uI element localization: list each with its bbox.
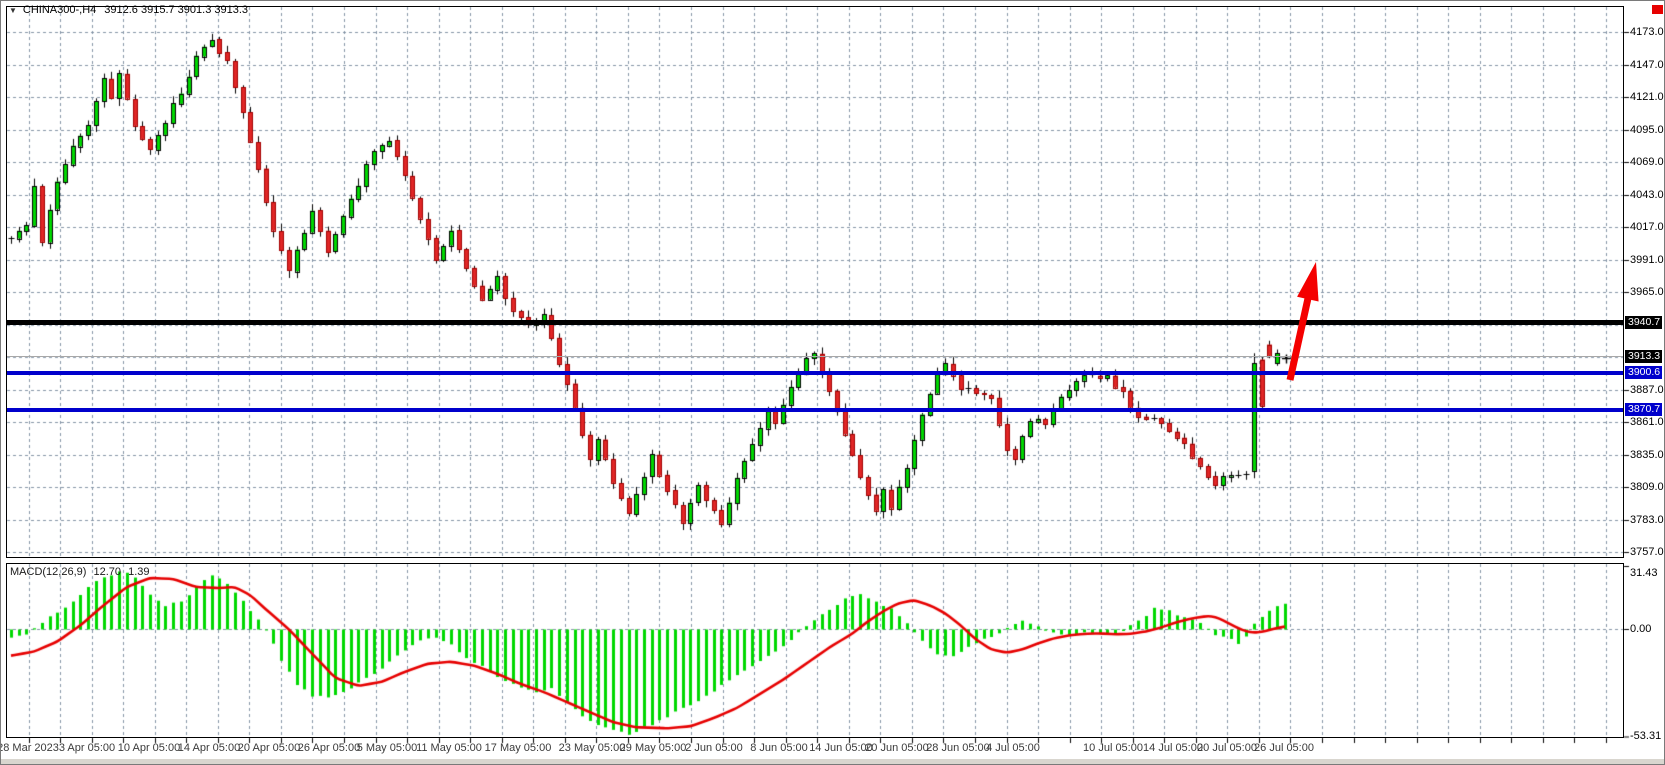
price-axis-label: 4173.0	[1630, 26, 1664, 38]
price-axis-label: 4069.0	[1630, 156, 1664, 168]
time-axis-label[interactable]: 2 Jun 05:00	[685, 742, 743, 754]
macd-signal-value: 1.39	[128, 566, 150, 578]
price-tag-3900.6: 3900.6	[1625, 366, 1662, 379]
price-axis-label: 4095.0	[1630, 124, 1664, 136]
time-axis-label[interactable]: 28 Mar 2023	[0, 742, 59, 754]
price-tag-3940.7: 3940.7	[1625, 316, 1662, 329]
macd-axis-label: -53.31	[1630, 730, 1662, 742]
price-axis-label: 3835.0	[1630, 449, 1664, 461]
hline-current-price-3913.3[interactable]	[7, 356, 1623, 357]
price-tag-3913.3: 3913.3	[1625, 350, 1662, 363]
price-axis-label: 3757.0	[1630, 546, 1664, 558]
price-axis-label: 3991.0	[1630, 254, 1664, 266]
time-axis-label[interactable]: 20 Jul 05:00	[1197, 742, 1257, 754]
symbol-dropdown-icon[interactable]: ▼	[9, 5, 17, 15]
chart-title: ▼ CHINA300-,H4 3912.6 3915.7 3901.3 3913…	[9, 4, 248, 16]
hline-support-3900.6[interactable]	[7, 371, 1623, 375]
time-axis-label[interactable]: 26 Jul 05:00	[1254, 742, 1314, 754]
price-axis-label: 4121.0	[1630, 91, 1664, 103]
price-axis-label: 3861.0	[1630, 416, 1664, 428]
price-axis-label: 3965.0	[1630, 286, 1664, 298]
time-axis-label[interactable]: 17 May 05:00	[484, 742, 552, 754]
time-axis-label[interactable]: 14 Jun 05:00	[809, 742, 873, 754]
macd-name: MACD(12,26,9)	[10, 566, 87, 578]
price-axis-label: 4147.0	[1630, 59, 1664, 71]
time-axis-label[interactable]: 20 Jun 05:00	[865, 742, 929, 754]
price-axis-label: 4043.0	[1630, 189, 1664, 201]
window-corner-marker-icon	[1652, 5, 1663, 14]
time-axis-label[interactable]: 11 May 05:00	[416, 742, 482, 754]
time-axis-label[interactable]: 23 May 05:00	[558, 742, 626, 754]
price-axis-label: 3809.0	[1630, 481, 1664, 493]
price-axis-label: 3887.0	[1630, 384, 1664, 396]
time-axis-label[interactable]: 3 Apr 05:00	[58, 742, 116, 754]
time-axis-label[interactable]: 10 Jul 05:00	[1083, 742, 1143, 754]
macd-axis-label: 0.00	[1630, 623, 1652, 635]
price-tag-3870.7: 3870.7	[1625, 403, 1662, 416]
symbol-period-label: CHINA300-,H4	[22, 4, 97, 16]
time-axis-label[interactable]: 28 Jun 05:00	[926, 742, 990, 754]
macd-indicator-label: MACD(12,26,9) 12.70 1.39	[10, 566, 154, 578]
time-axis-label[interactable]: 10 Apr 05:00	[117, 742, 181, 754]
hline-support-3870.7[interactable]	[7, 408, 1623, 412]
macd-value: 12.70	[93, 566, 122, 578]
time-axis-label[interactable]: 29 May 05:00	[619, 742, 687, 754]
time-axis-label[interactable]: 20 Apr 05:00	[237, 742, 301, 754]
ohlc-values: 3912.6 3915.7 3901.3 3913.3	[104, 4, 249, 16]
macd-axis-label: 31.43	[1630, 567, 1658, 579]
price-axis-label: 3783.0	[1630, 514, 1664, 526]
hline-resistance-3940.7[interactable]	[7, 320, 1623, 325]
time-axis-label[interactable]: 8 Jun 05:00	[750, 742, 808, 754]
time-axis-label[interactable]: 4 Jul 05:00	[986, 742, 1040, 754]
time-axis-label[interactable]: 14 Apr 05:00	[177, 742, 241, 754]
time-axis-label[interactable]: 26 Apr 05:00	[297, 742, 361, 754]
time-axis-label[interactable]: 14 Jul 05:00	[1143, 742, 1203, 754]
time-axis-label[interactable]: 5 May 05:00	[356, 742, 418, 754]
price-axis-label: 4017.0	[1630, 221, 1664, 233]
